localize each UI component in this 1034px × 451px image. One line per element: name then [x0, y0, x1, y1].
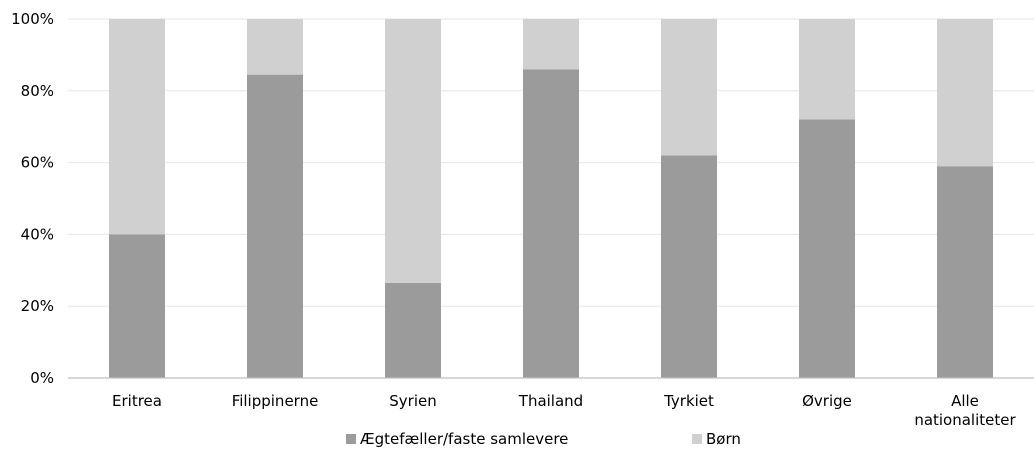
bar-segment-boern: [109, 19, 165, 235]
bar-segment-boern: [661, 19, 717, 156]
x-category-label: Tyrkiet: [663, 392, 714, 410]
y-tick-label: 0%: [30, 369, 54, 387]
bar-segment-aegtefaeller: [661, 155, 717, 378]
legend-swatch-boern: [692, 434, 702, 444]
x-category-label: Filippinerne: [232, 392, 319, 410]
x-category-label-line: Filippinerne: [232, 392, 319, 410]
x-category-label-line: nationaliteter: [914, 411, 1016, 429]
x-category-label-line: Thailand: [518, 392, 583, 410]
bar-segment-aegtefaeller: [385, 282, 441, 378]
bars: [109, 19, 993, 379]
bar-segment-aegtefaeller: [109, 234, 165, 378]
y-tick-label: 40%: [21, 225, 54, 243]
bar-segment-aegtefaeller: [523, 69, 579, 378]
x-category-label-line: Eritrea: [112, 392, 162, 410]
bar-segment-boern: [937, 19, 993, 167]
legend-label-boern: Børn: [706, 430, 741, 448]
axes: 0% 20% 40% 60% 80% 100% Eritrea Filippinerne Syr…: [11, 10, 1034, 429]
bar-segment-aegtefaeller: [799, 119, 855, 379]
bar-segment-boern: [523, 19, 579, 70]
legend-label-aegtefaeller: Ægtefæller/faste samlevere: [360, 430, 568, 448]
bar-segment-aegtefaeller: [937, 166, 993, 378]
x-category-label: Eritrea: [112, 392, 162, 410]
x-category-label-line: Alle: [951, 392, 979, 410]
bar-segment-boern: [247, 19, 303, 75]
x-category-label-line: Øvrige: [802, 392, 852, 410]
legend-swatch-aegtefaeller: [346, 434, 356, 444]
x-category-label: Syrien: [389, 392, 436, 410]
x-category-label: Thailand: [518, 392, 583, 410]
legend: Ægtefæller/faste samlevere Børn: [346, 430, 741, 448]
y-tick-label: 20%: [21, 297, 54, 315]
x-category-label-line: Syrien: [389, 392, 436, 410]
x-category-label: Alle nationaliteter: [914, 392, 1016, 429]
bar-segment-aegtefaeller: [247, 74, 303, 379]
y-tick-label: 80%: [21, 82, 54, 100]
bar-segment-boern: [799, 19, 855, 120]
x-category-label-line: Tyrkiet: [663, 392, 714, 410]
y-tick-label: 100%: [11, 10, 54, 28]
x-category-label: Øvrige: [802, 392, 852, 410]
y-tick-label: 60%: [21, 154, 54, 172]
bar-segment-boern: [385, 19, 441, 283]
